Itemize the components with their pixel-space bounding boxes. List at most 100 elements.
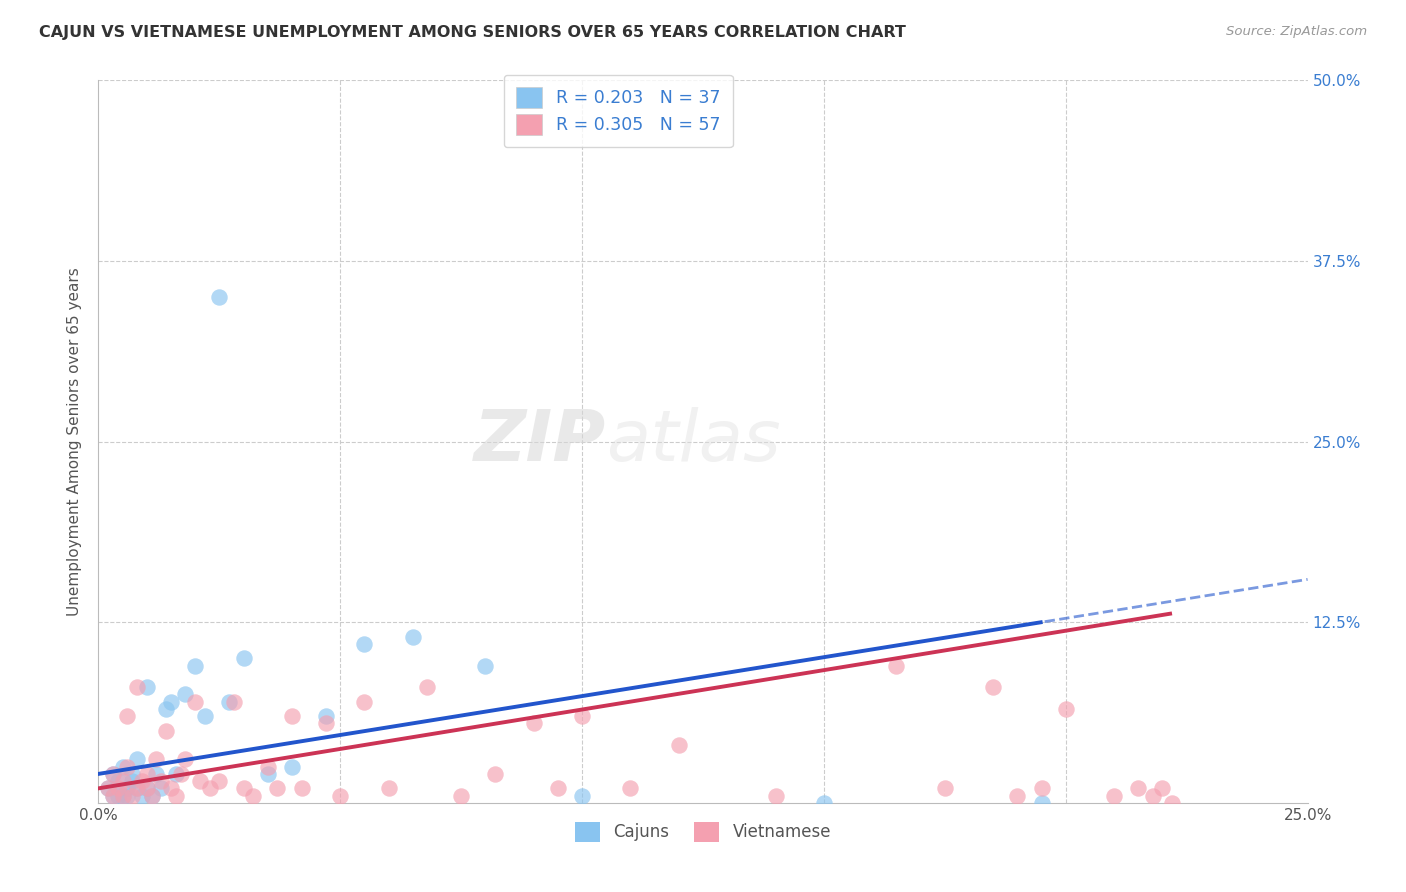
Point xyxy=(117,781,139,796)
Point xyxy=(329,789,352,803)
Point xyxy=(402,630,425,644)
Point xyxy=(165,789,187,803)
Point xyxy=(256,760,278,774)
Point xyxy=(111,789,134,803)
Point xyxy=(121,767,143,781)
Point xyxy=(377,781,399,796)
Point xyxy=(107,789,129,803)
Point xyxy=(141,789,163,803)
Point xyxy=(222,695,245,709)
Point xyxy=(111,760,134,774)
Point xyxy=(188,774,211,789)
Point xyxy=(150,781,173,796)
Point xyxy=(117,709,139,723)
Point xyxy=(155,702,177,716)
Point xyxy=(169,767,191,781)
Point xyxy=(934,781,956,796)
Point xyxy=(131,774,153,789)
Point xyxy=(184,658,207,673)
Point xyxy=(174,687,197,701)
Text: atlas: atlas xyxy=(606,407,780,476)
Point xyxy=(127,781,149,796)
Point xyxy=(174,752,197,766)
Point xyxy=(131,789,153,803)
Point xyxy=(765,789,787,803)
Point xyxy=(315,709,337,723)
Point xyxy=(450,789,472,803)
Point xyxy=(165,767,187,781)
Point xyxy=(127,781,149,796)
Point xyxy=(101,789,124,803)
Point xyxy=(1102,789,1125,803)
Point xyxy=(1031,781,1053,796)
Point xyxy=(1142,789,1164,803)
Point xyxy=(353,695,375,709)
Point xyxy=(1031,796,1053,810)
Point xyxy=(160,695,183,709)
Point xyxy=(981,680,1004,694)
Point xyxy=(266,781,288,796)
Point xyxy=(474,658,496,673)
Point xyxy=(194,709,217,723)
Point xyxy=(107,781,129,796)
Point xyxy=(290,781,312,796)
Point xyxy=(315,716,337,731)
Point xyxy=(547,781,569,796)
Point xyxy=(218,695,240,709)
Point xyxy=(117,789,139,803)
Point xyxy=(571,789,593,803)
Point xyxy=(135,781,157,796)
Legend: Cajuns, Vietnamese: Cajuns, Vietnamese xyxy=(568,815,838,848)
Point xyxy=(111,774,134,789)
Point xyxy=(571,709,593,723)
Point xyxy=(281,760,304,774)
Point xyxy=(107,774,129,789)
Point xyxy=(484,767,506,781)
Point xyxy=(1152,781,1174,796)
Point xyxy=(135,767,157,781)
Point xyxy=(184,695,207,709)
Point xyxy=(619,781,641,796)
Point xyxy=(668,738,690,752)
Point xyxy=(145,767,167,781)
Text: Source: ZipAtlas.com: Source: ZipAtlas.com xyxy=(1226,25,1367,38)
Point xyxy=(1007,789,1029,803)
Point xyxy=(97,781,120,796)
Point xyxy=(886,658,908,673)
Point xyxy=(208,290,231,304)
Point xyxy=(242,789,264,803)
Point xyxy=(155,723,177,738)
Text: CAJUN VS VIETNAMESE UNEMPLOYMENT AMONG SENIORS OVER 65 YEARS CORRELATION CHART: CAJUN VS VIETNAMESE UNEMPLOYMENT AMONG S… xyxy=(39,25,907,40)
Point xyxy=(353,637,375,651)
Point xyxy=(150,774,173,789)
Point xyxy=(101,767,124,781)
Point xyxy=(160,781,183,796)
Point xyxy=(145,752,167,766)
Point xyxy=(111,789,134,803)
Point xyxy=(101,767,124,781)
Point xyxy=(281,709,304,723)
Point xyxy=(127,680,149,694)
Point xyxy=(198,781,221,796)
Point xyxy=(256,767,278,781)
Point xyxy=(1161,796,1184,810)
Text: ZIP: ZIP xyxy=(474,407,606,476)
Point xyxy=(127,752,149,766)
Point xyxy=(232,781,254,796)
Point xyxy=(121,789,143,803)
Point xyxy=(813,796,835,810)
Point xyxy=(416,680,439,694)
Point xyxy=(97,781,120,796)
Point xyxy=(208,774,231,789)
Point xyxy=(1128,781,1150,796)
Point xyxy=(135,781,157,796)
Point xyxy=(121,774,143,789)
Point xyxy=(232,651,254,665)
Point xyxy=(523,716,546,731)
Y-axis label: Unemployment Among Seniors over 65 years: Unemployment Among Seniors over 65 years xyxy=(67,268,83,615)
Point xyxy=(101,789,124,803)
Point xyxy=(117,760,139,774)
Point xyxy=(135,680,157,694)
Point xyxy=(141,789,163,803)
Point xyxy=(1054,702,1077,716)
